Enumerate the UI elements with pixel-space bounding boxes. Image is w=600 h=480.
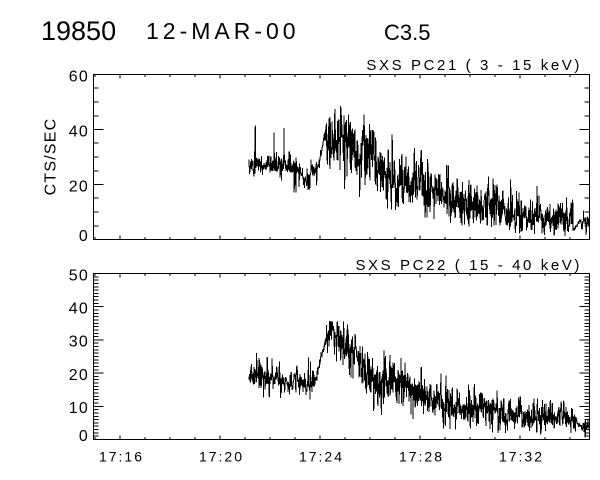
svg-text:60: 60 xyxy=(69,68,89,85)
svg-text:40: 40 xyxy=(69,123,89,140)
svg-text:20: 20 xyxy=(69,178,89,195)
svg-text:12-MAR-00: 12-MAR-00 xyxy=(146,18,300,44)
svg-text:17:32: 17:32 xyxy=(499,449,544,465)
svg-text:SXS PC21 ( 3 - 15 keV): SXS PC21 ( 3 - 15 keV) xyxy=(366,57,582,74)
svg-text:20: 20 xyxy=(69,367,89,384)
svg-text:10: 10 xyxy=(69,400,89,417)
svg-text:SXS PC22 ( 15 - 40 keV): SXS PC22 ( 15 - 40 keV) xyxy=(355,257,582,274)
svg-text:19850: 19850 xyxy=(41,16,116,46)
svg-text:C3.5: C3.5 xyxy=(384,20,430,45)
svg-text:17:24: 17:24 xyxy=(299,449,344,465)
svg-text:40: 40 xyxy=(69,301,89,318)
svg-text:0: 0 xyxy=(79,428,89,445)
svg-text:0: 0 xyxy=(79,228,89,245)
svg-text:17:28: 17:28 xyxy=(399,449,444,465)
svg-text:CTS/SEC: CTS/SEC xyxy=(43,118,60,196)
svg-text:17:16: 17:16 xyxy=(99,449,144,465)
svg-text:30: 30 xyxy=(69,334,89,351)
svg-text:50: 50 xyxy=(69,267,89,284)
svg-text:17:20: 17:20 xyxy=(199,449,244,465)
